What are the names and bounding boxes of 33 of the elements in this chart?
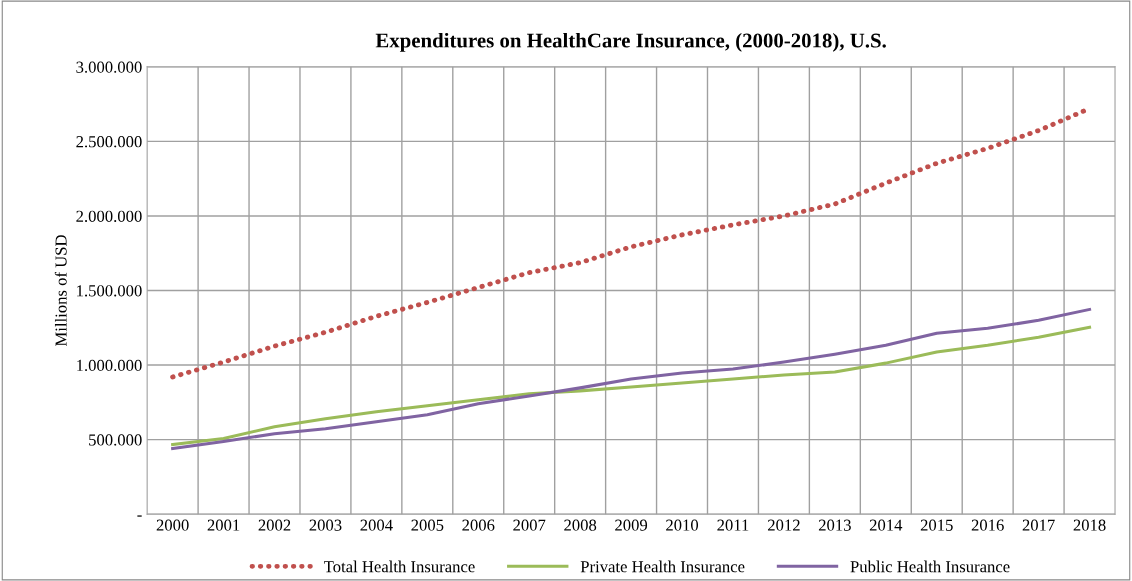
x-tick-label: 2007 [513,519,546,531]
line-series [171,307,1092,451]
legend-label: Total Health Insurance [324,560,475,573]
x-tick-label: 2015 [920,519,953,531]
x-tick-label: 2005 [411,519,444,531]
y-tick-label: - [137,515,142,517]
x-tick-label: 2016 [971,519,1004,531]
x-tick-label: 2001 [207,519,240,531]
x-tick-label: 2010 [666,519,699,531]
x-tick-label: 2002 [258,519,291,531]
x-tick-label: 2011 [717,519,749,531]
y-tick-label: 3.000.000 [76,61,142,73]
y-tick-label: 2.500.000 [76,136,142,148]
y-tick-label: 2.000.000 [76,210,142,222]
line-series [171,325,1092,447]
x-tick-label: 2013 [818,519,851,531]
x-tick-label: 2004 [360,519,393,531]
x-tick-label: 2014 [869,519,903,531]
x-tick-label: 2008 [564,519,597,531]
x-tick-label: 2012 [767,519,800,531]
x-tick-label: 2009 [615,519,648,531]
x-tick-label: 2000 [156,519,189,531]
y-axis-title: Millions of USD [54,235,67,347]
legend-label: Public Health Insurance [850,560,1010,573]
y-tick-label: 500.000 [89,434,142,446]
legend-label: Private Health Insurance [580,560,745,573]
x-tick-label: 2018 [1073,519,1106,531]
x-tick-label: 2003 [309,519,342,531]
chart-title: Expenditures on HealthCare Insurance, (2000-2018), U.S. [375,32,886,52]
y-tick-label: 1.500.000 [77,285,142,297]
x-tick-label: 2006 [462,519,495,531]
y-tick-label: 1.000.000 [77,359,142,372]
x-tick-label: 2017 [1022,519,1055,531]
